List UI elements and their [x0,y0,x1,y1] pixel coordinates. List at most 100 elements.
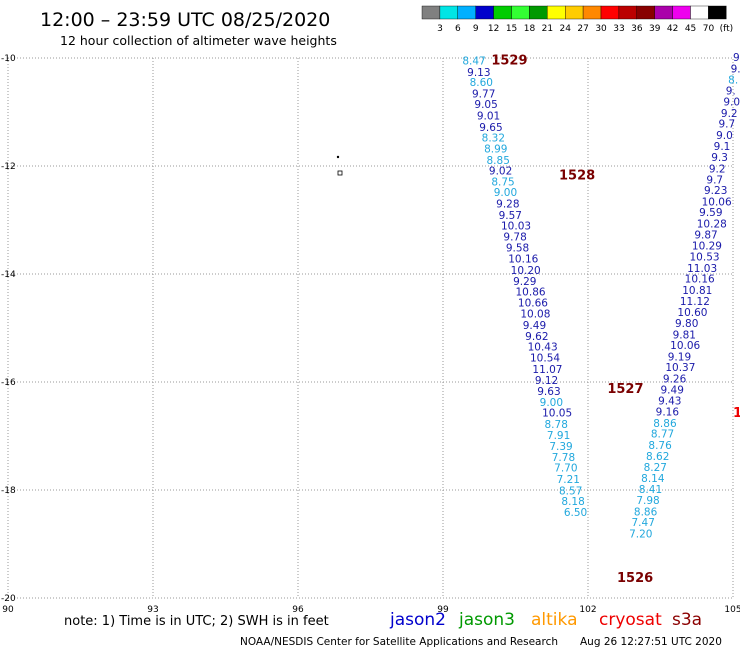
wave-height-value: 9.28 [496,199,519,211]
wave-height-value: 9.1 [714,141,731,153]
footer-note: note: 1) Time is in UTC; 2) SWH is in fe… [64,614,329,629]
wave-height-value: 7.20 [629,529,652,541]
legend-swatch [439,5,458,20]
legend-label: (ft) [720,24,734,34]
wave-height-value: 10.06 [702,196,732,208]
wave-height-value: 10.37 [665,362,695,374]
wave-height-value: 9.00 [540,397,563,409]
lon-tick-label: 99 [437,605,449,615]
wave-height-value: 9.16 [656,406,680,418]
legend-swatch [421,5,441,20]
wave-height-value: 9.81 [673,329,696,341]
legend-label: 45 [685,24,696,34]
wave-height-value: 9 [733,52,740,64]
wave-height-value: 10.66 [518,297,548,309]
legend-swatch [690,5,709,20]
wave-height-value: 9.77 [472,88,495,100]
legend-label: 3 [437,24,443,34]
legend-label: 27 [577,24,588,34]
wave-height-value: 9.7 [719,119,736,131]
pass-number: 1529 [491,53,527,68]
wave-height-value: 9.12 [535,375,558,387]
pass-number-partial: 1 [733,406,740,421]
wave-height-value: 8.14 [641,473,665,485]
legend-label: 18 [524,24,536,34]
wave-height-value: 10.03 [501,221,531,233]
wave-height-value: 9.2 [721,108,738,120]
wave-height-value: 10.43 [528,342,558,354]
legend-swatch [672,5,691,20]
legend-label: 9 [473,24,479,34]
wave-height-value: 10.16 [685,274,715,286]
legend-label: 33 [613,24,624,34]
wave-height-value: 8.47 [462,55,485,67]
legend-s3a: s3a [672,610,702,630]
wave-height-value: 8.18 [561,496,584,508]
color-scale-legend: 3 6 9 12 15 18 21 24 27 30 33 36 39 42 45 70 (ft) [421,5,734,34]
wave-height-value: 9.0 [723,97,740,109]
pass-number: 1527 [607,382,643,397]
wave-height-value: 9.05 [474,99,497,111]
lon-tick-label: 105 [724,605,740,615]
pass-labels: 1529 1528 1527 1526 1 [491,53,740,585]
wave-height-value: 10.60 [677,307,707,319]
wave-height-value: 9.58 [506,242,529,254]
footer-timestamp: Aug 26 12:27:51 UTC 2020 [580,636,722,648]
wave-height-value: 9.63 [537,386,560,398]
wave-height-value: 9.57 [499,210,522,222]
legend-label: 39 [649,24,661,34]
legend-swatch [582,5,602,20]
legend-jason2: jason2 [389,610,446,630]
wave-height-value: 8.57 [559,485,582,497]
wave-height-value: 8. [728,74,738,86]
wave-height-value: 8.41 [639,484,662,496]
wave-height-value: 9.49 [661,384,684,396]
legend-label: 24 [560,24,572,34]
wave-height-value: 9.3 [711,152,728,164]
legend-swatch [547,5,566,20]
wave-height-value: 7.39 [549,441,572,453]
wave-height-value: 6.50 [564,507,587,519]
wave-height-value: 8.78 [545,419,568,431]
wave-height-value: 10.06 [670,340,700,352]
legend-swatch [618,5,638,20]
legend-swatch [565,5,584,20]
pass-number: 1528 [559,169,595,184]
wave-height-value: 7.78 [552,452,575,464]
lon-tick-label: 93 [147,605,158,615]
wave-height-value: 8.77 [651,429,674,441]
lon-tick-label: 102 [579,605,596,615]
wave-height-value: 10.05 [542,408,572,420]
legend-swatch [475,5,494,20]
wave-height-value: 9.02 [489,166,512,178]
map-subtitle: 12 hour collection of altimeter wave hei… [60,33,337,48]
wave-height-value: 11.07 [532,364,562,376]
wave-height-value: 9.43 [658,396,681,408]
wave-height-value: 7.47 [632,517,655,529]
altimeter-tracks: 8.479.138.609.779.059.019.658.328.998.85… [462,52,740,540]
wave-height-value: 9. [731,64,740,76]
wave-height-value: 10.53 [690,252,720,264]
wave-height-value: 11.12 [680,296,710,308]
map-title: 12:00 – 23:59 UTC 08/25/2020 [40,9,330,31]
wave-height-value: 10.28 [697,219,727,231]
legend-swatch [600,5,620,20]
wave-height-value: 9.59 [699,207,722,219]
wave-height-value: 8.85 [487,155,510,167]
wave-height-value: 8.75 [491,176,514,188]
wave-height-value: 10.29 [692,241,722,253]
legend-swatch [529,5,548,20]
wave-height-value: 8.27 [644,462,667,474]
wave-height-value: 7.91 [547,430,570,442]
wave-height-value: 7.98 [636,495,659,507]
wave-height-value: 10.54 [530,352,560,364]
wave-height-value: 9.62 [525,331,548,343]
legend-swatch [493,5,512,20]
legend-label: 42 [667,24,678,34]
lat-lon-grid [7,57,734,599]
legend-cryosat: cryosat [599,610,662,630]
wave-height-value: 9.26 [663,374,687,386]
legend-jason3: jason3 [458,610,515,630]
wave-height-value: 8.86 [653,418,677,430]
lat-tick-label: -16 [1,378,16,388]
